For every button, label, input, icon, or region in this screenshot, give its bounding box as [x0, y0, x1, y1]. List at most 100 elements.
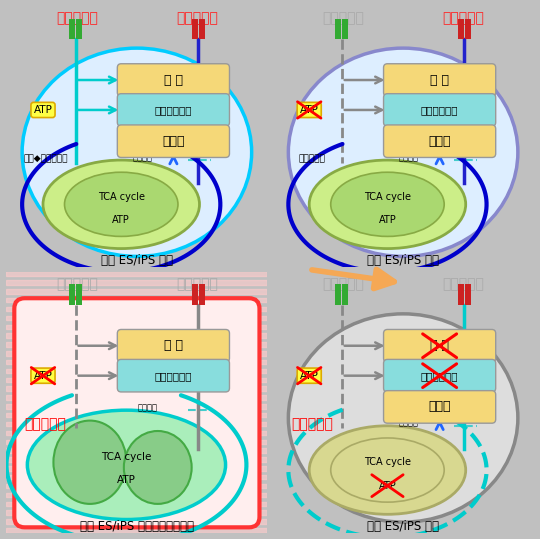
FancyBboxPatch shape	[383, 391, 496, 423]
Ellipse shape	[124, 431, 192, 504]
FancyBboxPatch shape	[383, 94, 496, 126]
Bar	[6, 422, 267, 426]
FancyBboxPatch shape	[69, 19, 75, 39]
Text: TCA cycle: TCA cycle	[98, 191, 145, 202]
Bar	[6, 466, 267, 471]
FancyBboxPatch shape	[383, 360, 496, 392]
FancyBboxPatch shape	[192, 285, 198, 305]
Ellipse shape	[28, 410, 226, 520]
Text: グルタチオン: グルタチオン	[154, 371, 192, 381]
Text: グルコース: グルコース	[322, 277, 364, 291]
Ellipse shape	[288, 48, 518, 257]
Text: グルタミン: グルタミン	[442, 277, 484, 291]
Text: ヒト ES/iPS 細胞: ヒト ES/iPS 細胞	[367, 254, 439, 267]
Text: グルタミン: グルタミン	[176, 11, 218, 25]
Text: ヒト ES/iPS 細胞: ヒト ES/iPS 細胞	[367, 520, 439, 533]
Ellipse shape	[43, 160, 199, 248]
Text: 脂肪酸: 脂肪酸	[162, 135, 185, 148]
Text: クエン酸: クエン酸	[132, 153, 152, 162]
Text: ピルビン酸: ピルビン酸	[299, 154, 325, 163]
Bar	[6, 457, 267, 462]
FancyBboxPatch shape	[342, 19, 348, 39]
Text: グルコース: グルコース	[56, 11, 98, 25]
Text: グルタチオン: グルタチオン	[421, 105, 458, 115]
FancyBboxPatch shape	[117, 94, 230, 126]
Bar	[6, 395, 267, 400]
Bar	[6, 475, 267, 479]
FancyBboxPatch shape	[465, 19, 471, 39]
FancyBboxPatch shape	[76, 285, 82, 305]
Bar	[6, 502, 267, 506]
Bar	[6, 298, 267, 302]
Ellipse shape	[330, 438, 444, 502]
Text: ATP: ATP	[33, 105, 52, 115]
Text: 乳酸◆ピルビン酸: 乳酸◆ピルビン酸	[23, 154, 68, 163]
Text: ピルビン酸: ピルビン酸	[291, 418, 333, 432]
FancyBboxPatch shape	[192, 19, 198, 39]
FancyBboxPatch shape	[335, 285, 341, 305]
Text: ヒト ES/iPS 細胞由来心筋細胞: ヒト ES/iPS 細胞由来心筋細胞	[80, 520, 194, 533]
Bar	[6, 351, 267, 356]
Bar	[6, 289, 267, 294]
Bar	[6, 280, 267, 285]
Text: 核 酸: 核 酸	[164, 73, 183, 87]
Bar	[6, 334, 267, 338]
Text: TCA cycle: TCA cycle	[364, 191, 411, 202]
Text: ATP: ATP	[112, 215, 130, 225]
Bar	[6, 386, 267, 391]
FancyBboxPatch shape	[465, 285, 471, 305]
Text: ATP: ATP	[379, 215, 396, 225]
Text: クエン酸: クエン酸	[399, 153, 418, 162]
Text: グルタチオン: グルタチオン	[421, 371, 458, 381]
FancyBboxPatch shape	[117, 64, 230, 96]
FancyBboxPatch shape	[458, 19, 464, 39]
Bar	[6, 519, 267, 524]
Text: グルタミン: グルタミン	[176, 277, 218, 291]
Bar	[6, 404, 267, 409]
Bar	[6, 510, 267, 515]
Ellipse shape	[309, 426, 465, 514]
Bar	[6, 528, 267, 533]
Text: グルタミン: グルタミン	[442, 11, 484, 25]
FancyBboxPatch shape	[76, 19, 82, 39]
FancyBboxPatch shape	[342, 285, 348, 305]
Bar	[6, 484, 267, 488]
FancyBboxPatch shape	[335, 19, 341, 39]
FancyBboxPatch shape	[199, 285, 205, 305]
Text: 脂肪酸: 脂肪酸	[428, 135, 451, 148]
FancyBboxPatch shape	[117, 125, 230, 157]
Text: 脂肪酸: 脂肪酸	[428, 400, 451, 413]
FancyBboxPatch shape	[14, 298, 260, 527]
Text: ATP: ATP	[33, 371, 52, 381]
Text: 核 酸: 核 酸	[164, 339, 183, 353]
Bar	[6, 378, 267, 382]
FancyBboxPatch shape	[117, 360, 230, 392]
Bar	[6, 448, 267, 453]
FancyBboxPatch shape	[383, 64, 496, 96]
Text: 核 酸: 核 酸	[430, 339, 449, 353]
Text: ATP: ATP	[300, 371, 319, 381]
Text: グルタチオン: グルタチオン	[154, 105, 192, 115]
Text: ATP: ATP	[300, 105, 319, 115]
Bar	[6, 413, 267, 418]
Text: ATP: ATP	[117, 475, 136, 486]
Bar	[6, 316, 267, 320]
Ellipse shape	[288, 314, 518, 522]
Bar	[6, 440, 267, 444]
Ellipse shape	[330, 172, 444, 237]
Text: クエン酸: クエン酸	[399, 419, 418, 427]
Bar	[6, 342, 267, 347]
Text: ヒト ES/iPS 細胞: ヒト ES/iPS 細胞	[101, 254, 173, 267]
Bar	[6, 360, 267, 364]
Text: TCA cycle: TCA cycle	[102, 452, 152, 462]
FancyBboxPatch shape	[69, 285, 75, 305]
Ellipse shape	[22, 48, 252, 257]
Bar	[6, 431, 267, 435]
Text: グルコース: グルコース	[322, 11, 364, 25]
Bar	[6, 369, 267, 373]
FancyBboxPatch shape	[199, 19, 205, 39]
Ellipse shape	[64, 172, 178, 237]
Bar	[6, 307, 267, 311]
FancyBboxPatch shape	[458, 285, 464, 305]
Bar	[6, 272, 267, 276]
